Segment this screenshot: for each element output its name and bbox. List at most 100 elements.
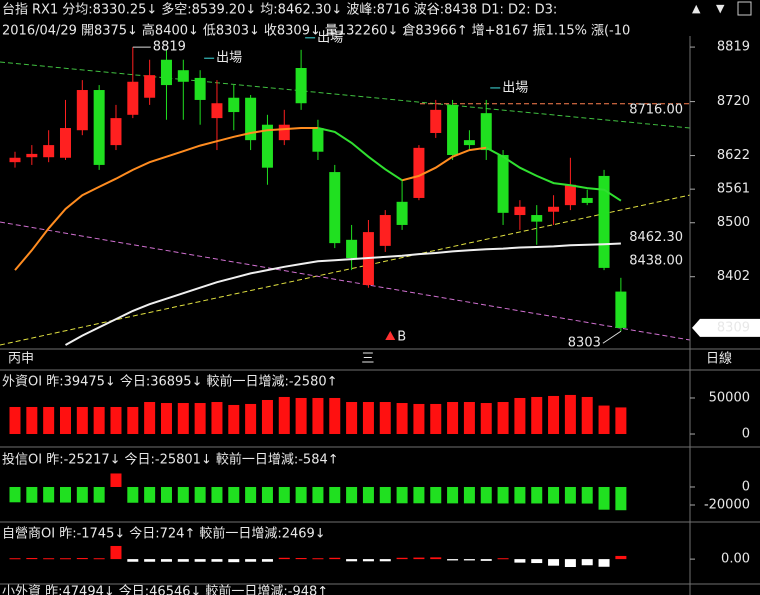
label-segment: 小外資 昨:47494↓ [2, 585, 115, 595]
candle-body [110, 118, 122, 146]
label-segment: 較前一日增減:2469↓ [199, 526, 325, 542]
moving-average [14, 127, 487, 271]
overlay: 8402 8500 8561 8622 8720 8819 8462.30 8438.00 88… [2, 30, 760, 595]
bar [379, 402, 391, 435]
candle-body [194, 77, 206, 100]
candle-body [43, 145, 55, 158]
bar [110, 545, 122, 560]
y-tick-label: 8561 [717, 182, 750, 197]
bar [615, 407, 627, 435]
extreme-leader [602, 330, 622, 344]
label-segment: 今日:46546↓ [119, 584, 202, 595]
bar [531, 486, 543, 504]
window-icons[interactable]: ▲ ▼ [692, 1, 752, 16]
bar [463, 486, 475, 504]
signal-marker [385, 331, 396, 340]
bar [497, 558, 509, 560]
label-segment: 分均:8330.25↓ [62, 3, 157, 18]
candle-body [59, 128, 71, 158]
header: 台指 RX1 分均:8330.25↓ 多空:8539.20↓ 均:8462.30↓ 波峰:… [2, 2, 630, 39]
bar [396, 486, 408, 504]
bar [110, 406, 122, 435]
candle-body [160, 59, 172, 86]
y-tick-label: 0 [742, 479, 750, 494]
candle-body [93, 90, 105, 165]
bar [396, 557, 408, 560]
x-tick-label: 丙申 [8, 352, 34, 367]
icon-up[interactable]: ▲ [692, 2, 701, 15]
label-segment: D3: [535, 3, 558, 18]
bar [245, 559, 257, 562]
label-segment: RX1 [32, 3, 58, 18]
candle-body [615, 291, 627, 328]
bar [194, 486, 206, 503]
label-segment: 台指 [2, 3, 28, 18]
bar [598, 559, 610, 567]
bar [26, 406, 38, 435]
x-tick-label: 三 [361, 352, 374, 367]
bar [160, 403, 172, 435]
bar [413, 403, 425, 435]
bar [144, 402, 156, 435]
bar [43, 406, 55, 435]
candle-body [9, 157, 21, 163]
bar [312, 486, 324, 504]
label-segment: 高8400↓ [142, 23, 199, 39]
candle-body [261, 124, 273, 168]
bar [548, 486, 560, 504]
label-segment: 量132260↓ [325, 24, 399, 39]
bar [261, 399, 273, 435]
bar [396, 403, 408, 435]
bar [59, 558, 71, 560]
level-label: 8716.00 [629, 102, 683, 117]
bar [76, 486, 88, 503]
bar [26, 486, 38, 503]
last-price: 8309 [717, 320, 750, 335]
bar [329, 486, 341, 504]
bar [43, 558, 55, 560]
bar [160, 486, 172, 503]
icon-box[interactable] [737, 1, 752, 16]
label-segment: 今日:-25801↓ [125, 452, 212, 468]
candle-body [413, 147, 425, 198]
y-tick-label: -20000 [704, 498, 750, 513]
icon-down[interactable]: ▼ [716, 2, 725, 15]
bar [346, 559, 358, 562]
extreme-label: 8819 [153, 40, 186, 55]
y-tick-label: 50000 [709, 390, 750, 405]
candle-body [228, 97, 240, 113]
bar [93, 558, 105, 560]
bar [93, 406, 105, 435]
moving-average [317, 127, 622, 202]
bar [447, 559, 459, 561]
candle-body [564, 184, 576, 206]
label-segment: 較前一日增減:-584↑ [216, 452, 339, 468]
label-segment: 投信OI 昨:-25217↓ [2, 452, 121, 468]
header-cover [688, 0, 760, 40]
bar [480, 559, 492, 561]
last-price-box [692, 318, 760, 337]
bar [43, 486, 55, 503]
candle-body [548, 206, 560, 212]
bar [177, 403, 189, 435]
bar [144, 559, 156, 562]
label-segment: 今日:36895↓ [120, 374, 203, 390]
bar [598, 486, 610, 510]
bar [110, 473, 122, 487]
candle-body [211, 103, 223, 119]
bar [548, 559, 560, 566]
bar [76, 558, 88, 560]
bar [615, 486, 627, 511]
bar [362, 559, 374, 562]
bar [261, 486, 273, 504]
bar [228, 559, 240, 563]
bar [531, 396, 543, 435]
label-segment: 低8303↓ [203, 24, 260, 39]
bar [278, 486, 290, 504]
bar [379, 486, 391, 504]
label-segment: 增+8167 [472, 24, 529, 39]
label-segment: 今日:724↑ [129, 526, 195, 542]
label-segment: 振1.15% [533, 24, 587, 39]
y-tick-label: 0 [742, 427, 750, 442]
